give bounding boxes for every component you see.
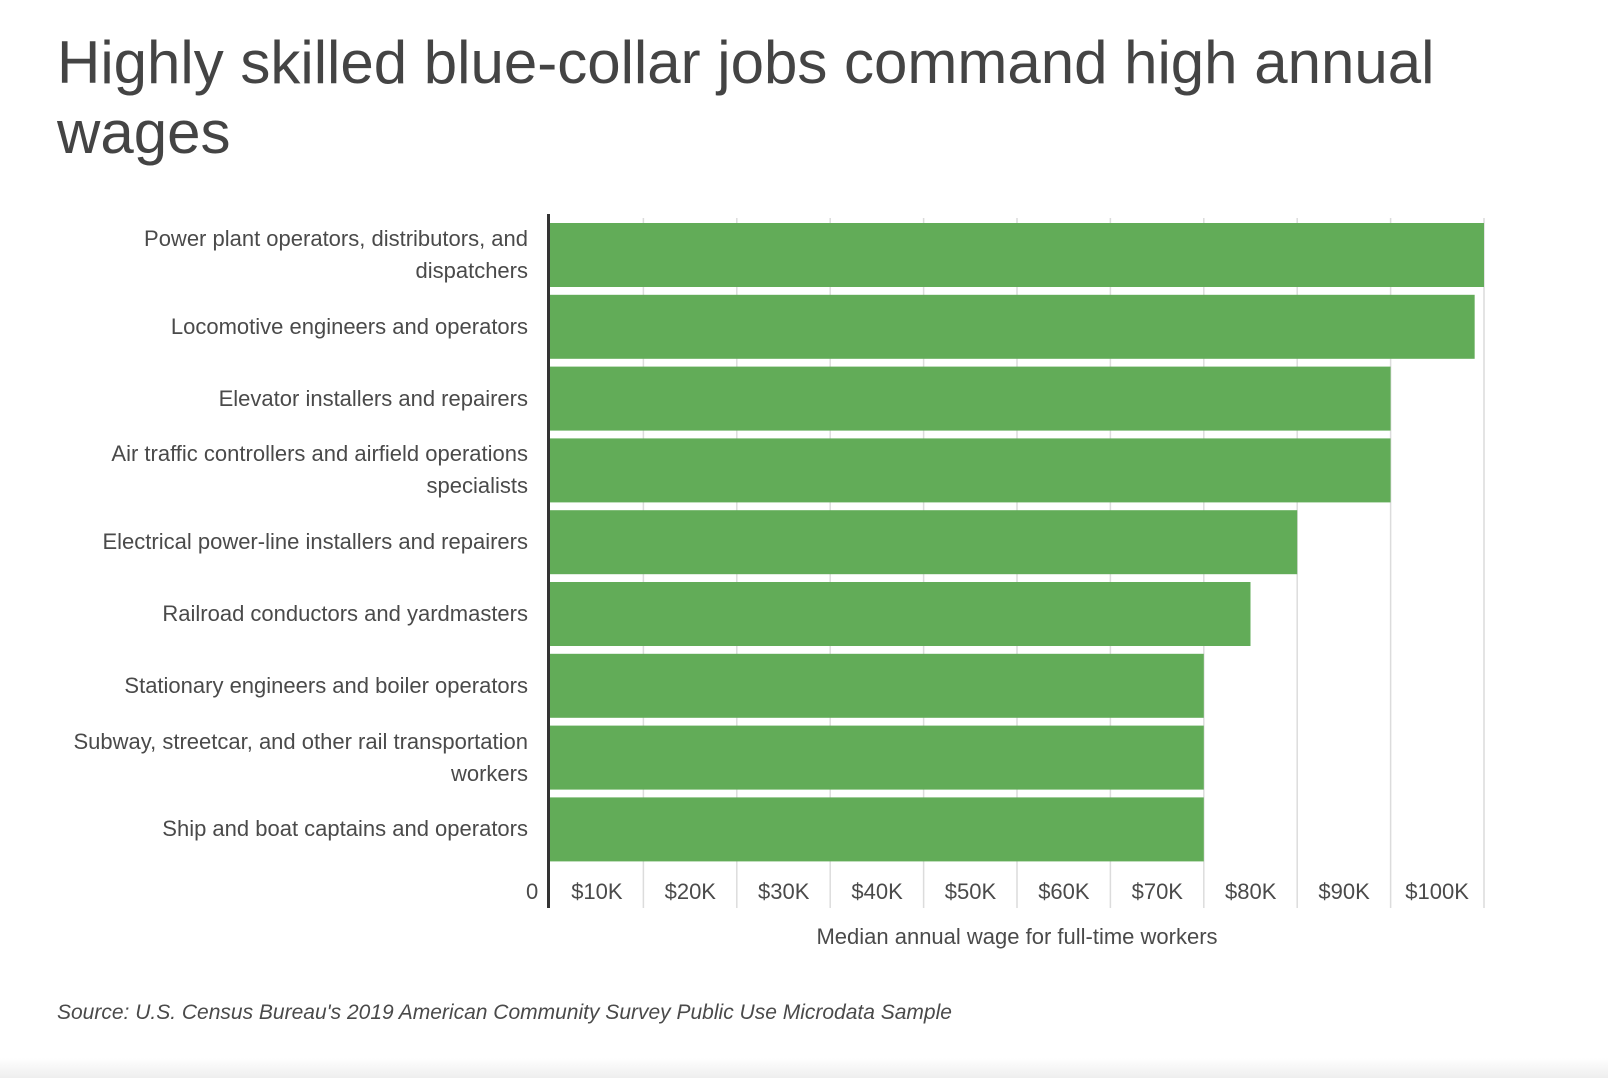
x-tick-label-9: $90K	[1318, 879, 1370, 904]
x-axis-title: Median annual wage for full-time workers	[816, 924, 1218, 949]
bar-7	[550, 653, 1204, 718]
bar-5	[550, 510, 1298, 575]
bar-1	[550, 223, 1484, 287]
x-tick-label-1: $10K	[571, 879, 623, 904]
category-label-7: Stationary engineers and boiler operator…	[124, 672, 528, 698]
x-tick-label-10: $100K	[1405, 879, 1469, 904]
category-label-5: Electrical power-line installers and rep…	[102, 529, 528, 555]
x-tick-label-7: $70K	[1131, 879, 1183, 904]
category-label-6: Railroad conductors and yardmasters	[162, 601, 528, 626]
source-note: Source: U.S. Census Bureau's 2019 Americ…	[57, 1001, 952, 1024]
bar-8	[550, 725, 1204, 790]
category-label-9: Ship and boat captains and operators	[162, 816, 528, 842]
x-tick-label-5: $50K	[944, 879, 997, 904]
bar-4	[550, 438, 1391, 503]
category-label-2: Locomotive engineers and operators	[170, 313, 528, 339]
x-tick-label-0: 0	[526, 879, 539, 904]
page-bottom-shade	[0, 1058, 1608, 1078]
chart-title: Highly skilled blue-collar jobs command …	[57, 29, 1435, 166]
category-label-4: Air traffic controllers and airfield ope…	[111, 441, 528, 499]
bar-9	[550, 797, 1204, 862]
x-tick-label-3: $30K	[758, 879, 810, 904]
bar-3	[550, 366, 1391, 431]
category-label-1: Power plant operators, distributors, and…	[144, 226, 528, 283]
x-tick-label-2: $20K	[664, 879, 716, 904]
x-tick-label-4: $40K	[851, 879, 903, 904]
x-tick-label-6: $60K	[1038, 879, 1090, 904]
bar-6	[550, 582, 1251, 646]
category-label-8: Subway, streetcar, and other rail transp…	[73, 728, 528, 786]
category-label-3: Elevator installers and repairers	[218, 385, 528, 411]
x-tick-label-8: $80K	[1225, 879, 1277, 904]
bar-2	[550, 294, 1475, 359]
